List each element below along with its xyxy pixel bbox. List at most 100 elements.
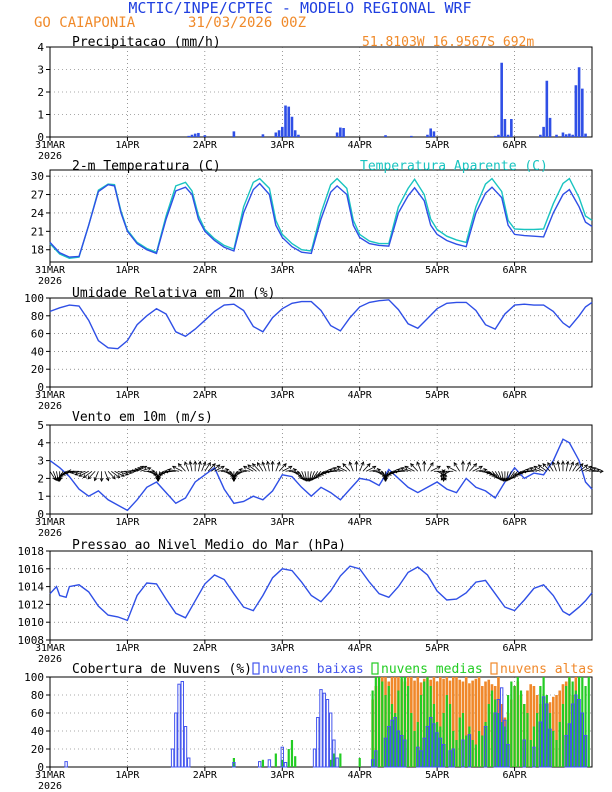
wind-arrow [575,463,584,472]
wind-arrow [427,461,434,472]
arrow-head [160,470,166,475]
wind-arrow [365,465,377,472]
bar [519,690,523,767]
bar [438,737,443,768]
legend-label: nuvens medias [381,662,483,677]
wind-arrow [184,461,190,472]
arrow-head [570,461,575,466]
wind-arrow [238,468,251,473]
arrow-shaft [569,461,574,472]
x-tick-label: 6APR [503,643,528,654]
arrow-shaft [184,461,190,472]
x-tick-label: 6APR [503,265,528,276]
bar [174,712,178,768]
arrow-head [59,472,64,477]
header-run: 31/03/2026 00Z [188,15,306,31]
bar [587,677,590,767]
x-tick-label: 31MAR [35,140,66,151]
bar [187,135,191,137]
header-location: GO CAIAPONIA [34,15,136,31]
arrow-shaft [104,471,109,481]
arrow-head [54,477,58,482]
arrow-head [193,460,198,465]
x-tick-label: 3APR [270,140,295,151]
bar [374,677,377,767]
bar [193,133,197,137]
bar [342,128,345,137]
wind-arrow [167,468,180,473]
arrow-shaft [430,465,441,472]
bar [394,713,397,767]
arrow-shaft [211,464,220,472]
arrow-head [197,460,202,465]
bar [555,740,558,767]
x-tick-label: 31MAR [35,643,66,654]
bar [539,686,542,767]
wind-arrow [439,470,451,477]
x-tick-label: 3APR [270,265,295,276]
arrow-head [584,464,589,469]
bar [564,134,568,137]
x-tick-label: 4APR [348,517,373,528]
arrow-shaft [168,469,180,472]
y-tick-label: 0 [37,131,44,144]
wind-arrow [578,464,589,472]
arrow-shaft [329,469,341,472]
bar [455,677,458,767]
bar [577,677,581,767]
wind-arrow [369,468,382,473]
arrow-head [483,468,488,473]
bar [419,695,423,767]
arrow-shaft [275,461,280,472]
x-tick-label: 4APR [348,770,373,781]
wind-arrow [441,469,454,474]
arrow-shaft [582,465,593,472]
y-tick-label: 1014 [18,581,45,594]
x-tick-label: 3APR [270,643,295,654]
y-tick-label: 100 [24,671,44,684]
arrow-head [354,460,359,465]
bar [274,753,277,767]
wind-arrow [247,464,257,472]
x-tick-label: 31MAR [35,265,66,276]
bar [493,135,497,137]
series-line [49,177,593,260]
arrow-shaft [235,470,247,474]
bar [280,126,284,137]
bar [506,134,510,137]
bar [555,134,558,137]
wind-arrow [348,461,354,472]
wind-arrow [140,467,152,472]
arrow-head [416,461,421,466]
bar [281,759,284,767]
wind-arrow [572,461,579,472]
x-tick-label: 1APR [115,390,140,401]
plot-frame [49,550,593,641]
bar [584,133,587,137]
bar [426,134,429,137]
wind-arrow [193,460,198,472]
wind-arrow [171,465,183,472]
wind-arrow [275,461,281,472]
bar [483,726,488,768]
wind-arrow [475,468,488,473]
x-tick-label: 5APR [425,517,450,528]
bar [280,746,284,768]
bar [548,728,552,768]
bar [571,134,574,137]
bar [500,62,503,137]
panel-title: 2-m Temperatura (C) [72,159,221,174]
bar [516,677,519,767]
bar [471,680,474,767]
wind-arrow [446,465,457,472]
panel-title: Cobertura de Nuvens (%) [72,662,252,677]
arrow-head [366,463,371,468]
wind-arrow [556,460,561,472]
x-tick-label: 6APR [503,140,528,151]
arrow-shaft [505,471,509,482]
wind-arrow [74,470,86,476]
y-tick-label: 3 [37,64,44,77]
y-tick-label: 80 [31,310,44,323]
arrow-head [74,471,79,476]
